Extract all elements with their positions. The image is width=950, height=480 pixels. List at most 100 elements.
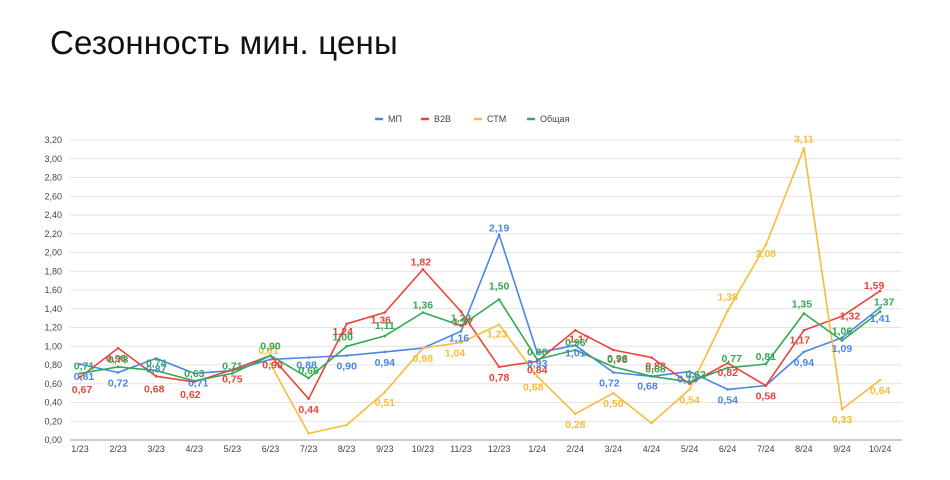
data-label: 0,50 xyxy=(603,398,624,410)
legend-label: СТМ xyxy=(487,114,506,124)
y-tick-label: 0,60 xyxy=(44,379,62,389)
data-point xyxy=(459,341,463,344)
data-label: 0,96 xyxy=(607,353,628,365)
data-label: 0,74 xyxy=(146,358,167,370)
legend-label: B2B xyxy=(434,114,451,124)
data-label: 1,16 xyxy=(449,332,470,344)
data-label: 1,41 xyxy=(870,313,891,325)
data-point xyxy=(688,388,691,391)
data-label: 0,88 xyxy=(296,360,317,372)
data-label: 1,22 xyxy=(451,313,472,325)
data-point xyxy=(307,356,310,359)
data-label: 0,73 xyxy=(677,374,698,386)
data-label: 0,33 xyxy=(832,414,853,426)
x-tick-label: 4/24 xyxy=(643,444,661,454)
data-point xyxy=(154,374,158,378)
data-point xyxy=(307,432,310,435)
data-point xyxy=(459,310,463,313)
data-point xyxy=(345,344,349,348)
data-point xyxy=(840,336,844,340)
data-label: 0,68 xyxy=(523,381,544,393)
y-axis: 0,00 0,20 0,40 0,60 0,80 1,00 1,20 1,40 1,60 1,80… xyxy=(44,135,62,445)
data-label: 0,98 xyxy=(106,353,127,365)
data-point xyxy=(802,329,806,332)
data-label: 1,35 xyxy=(792,298,813,310)
x-tick-label: 12/23 xyxy=(488,444,511,454)
data-label: 0,71 xyxy=(222,360,243,372)
y-tick-label: 1,00 xyxy=(44,341,62,351)
data-point xyxy=(497,365,501,369)
data-point xyxy=(345,354,349,357)
data-point xyxy=(459,324,463,327)
data-point xyxy=(878,289,882,293)
data-point xyxy=(840,407,844,411)
data-point xyxy=(193,379,196,383)
data-point xyxy=(154,357,158,360)
data-point xyxy=(764,243,768,247)
x-tick-label: 5/23 xyxy=(224,444,242,454)
gridlines xyxy=(70,139,902,441)
y-tick-label: 0,40 xyxy=(44,398,62,408)
data-point xyxy=(612,365,615,369)
data-point xyxy=(878,306,882,310)
data-point xyxy=(116,371,120,374)
y-tick-label: 3,00 xyxy=(44,154,62,164)
data-label: 0,72 xyxy=(108,378,129,390)
x-tick-label: 3/24 xyxy=(605,444,623,454)
x-tick-label: 10/24 xyxy=(869,444,892,454)
data-label: 0,68 xyxy=(637,380,658,392)
data-point xyxy=(307,376,310,380)
data-point xyxy=(497,323,501,326)
data-point xyxy=(840,314,844,318)
data-label: 0,96 xyxy=(565,337,586,349)
x-tick-label: 6/23 xyxy=(262,444,280,454)
data-label: 1,37 xyxy=(874,297,895,309)
data-point xyxy=(421,268,425,271)
data-point xyxy=(78,375,82,379)
data-label: 0,68 xyxy=(645,363,666,375)
x-tick-label: 8/24 xyxy=(795,444,813,454)
data-point xyxy=(726,388,729,391)
legend: МП B2B СТМ Общая xyxy=(375,114,570,124)
data-label: 0,71 xyxy=(188,377,209,389)
data-label: 1,24 xyxy=(332,326,353,338)
x-tick-label: 2/24 xyxy=(567,444,585,454)
data-label: 0,90 xyxy=(336,361,357,373)
data-label: 1,36 xyxy=(413,300,434,312)
data-label: 0,78 xyxy=(108,354,129,366)
data-point xyxy=(269,354,272,357)
data-point xyxy=(269,358,272,361)
data-label: 0,86 xyxy=(527,346,548,358)
data-label: 1,59 xyxy=(864,280,885,292)
x-tick-label: 3/23 xyxy=(147,444,165,454)
data-label: 1,37 xyxy=(453,317,474,329)
data-point xyxy=(497,298,501,301)
y-tick-label: 2,80 xyxy=(44,173,62,183)
data-label: 1,00 xyxy=(332,331,353,343)
data-label: 1,01 xyxy=(565,347,586,359)
data-label: 1,17 xyxy=(569,333,590,345)
data-label: 1,36 xyxy=(371,315,392,327)
data-point xyxy=(574,348,577,352)
y-tick-label: 0,80 xyxy=(44,360,62,370)
x-tick-label: 9/24 xyxy=(833,444,851,454)
x-tick-label: 2/23 xyxy=(109,444,127,454)
x-axis: 1/23 2/23 3/23 4/23 5/23 6/23 7/23 8/23 9/23 10/2… xyxy=(71,444,891,454)
series-line xyxy=(269,147,881,435)
data-point xyxy=(535,358,539,361)
y-tick-label: 0,00 xyxy=(44,435,62,445)
data-point xyxy=(535,351,539,355)
data-point xyxy=(459,329,463,333)
data-point xyxy=(878,378,882,382)
data-label: 0,68 xyxy=(144,383,165,395)
data-label: 0,94 xyxy=(375,357,396,369)
y-tick-label: 2,00 xyxy=(44,248,62,258)
data-label: 0,90 xyxy=(260,341,281,353)
data-label: 0,66 xyxy=(298,365,319,377)
data-label: 0,77 xyxy=(721,353,742,365)
data-label: 0,44 xyxy=(298,404,319,416)
data-label: 1,17 xyxy=(790,334,811,346)
data-label: 0,72 xyxy=(599,378,620,390)
y-tick-label: 1,40 xyxy=(44,304,62,314)
